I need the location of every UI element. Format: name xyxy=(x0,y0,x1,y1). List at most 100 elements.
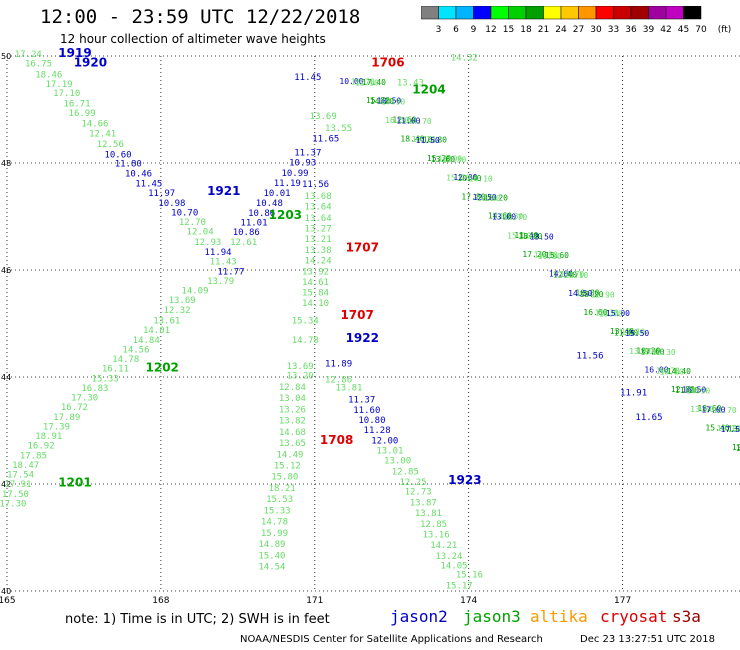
track-time-label: 1920 xyxy=(74,56,107,70)
wave-height-label: 12.00 xyxy=(371,436,398,446)
scale-label: 30 xyxy=(590,25,602,35)
wave-height-label: 11.65 xyxy=(312,135,339,145)
legend-jason3: jason3 xyxy=(463,607,521,626)
wave-height-label: 11.80 xyxy=(115,160,142,170)
wave-height-label: 13.69 xyxy=(287,362,314,372)
wave-height-label: 17.85 xyxy=(20,451,47,461)
wave-height-label: 13.81 xyxy=(415,509,442,519)
wave-height-label: 11.45 xyxy=(135,180,162,190)
wave-height-label: 13.92 xyxy=(302,267,329,277)
scale-label: 18 xyxy=(520,25,532,35)
wave-height-label: 14.05 xyxy=(440,562,467,572)
page-subtitle: 12 hour collection of altimeter wave hei… xyxy=(60,32,326,46)
wave-height-label: 10.86 xyxy=(248,209,275,219)
lat-tick-label: 48 xyxy=(1,159,11,168)
wave-height-label: 14.24 xyxy=(305,257,332,267)
wave-height-label: 15.33 xyxy=(264,506,291,516)
wave-height-label: 12.41 xyxy=(89,129,116,139)
wave-height-label: 15.33 xyxy=(92,374,119,384)
swath-wave-label: 15.80 xyxy=(366,96,390,105)
lat-tick-label: 44 xyxy=(1,373,11,382)
altimeter-map: 165 168 171 174 17750484644424010.0013.7017.… xyxy=(0,46,740,605)
wave-height-label: 12.84 xyxy=(279,383,306,393)
swath-wave-label: 17.80 xyxy=(461,192,485,201)
swath-wave-label: 10.60 xyxy=(736,444,740,453)
wave-height-label: 13.01 xyxy=(376,447,403,457)
legend-s3a: s3a xyxy=(672,607,701,626)
swath-wave-label: 12.30 xyxy=(652,348,676,357)
wave-height-label: 14.49 xyxy=(276,450,303,460)
swath-wave-label: 12.10 xyxy=(355,78,379,87)
swath-wave-label: 13.60 xyxy=(431,155,455,164)
scale-label: 45 xyxy=(678,25,689,35)
swath-wave-label: 12.60 xyxy=(392,115,416,124)
track-time-label: 1707 xyxy=(346,240,379,254)
track-time-label: 1203 xyxy=(269,208,302,222)
wave-height-label: 11.65 xyxy=(635,413,662,423)
wave-height-label: 15.16 xyxy=(456,571,483,581)
wave-height-label: 17.39 xyxy=(43,422,70,432)
swath-wave-label: 17.40 xyxy=(362,78,386,87)
wave-height-label: 12.73 xyxy=(405,488,432,498)
footer-timestamp: Dec 23 13:27:51 UTC 2018 xyxy=(580,634,715,645)
wave-height-label: 13.81 xyxy=(335,383,362,393)
wave-height-label: 14.09 xyxy=(181,287,208,297)
wave-height-label: 17.91 xyxy=(4,480,31,490)
wave-height-label: 13.38 xyxy=(305,246,332,256)
wave-height-label: 15.99 xyxy=(261,529,288,539)
wave-height-label: 14.21 xyxy=(430,541,457,551)
swath-wave-label: 12.80 xyxy=(671,385,695,394)
wave-height-label: 15.12 xyxy=(274,461,301,471)
wave-height-label: 13.27 xyxy=(305,224,332,234)
wave-height-label: 12.32 xyxy=(163,306,190,316)
wave-height-label: 13.16 xyxy=(423,531,450,541)
wave-height-label: 13.69 xyxy=(169,296,196,306)
scale-label: 6 xyxy=(453,25,459,35)
wave-height-label: 13.79 xyxy=(207,277,234,287)
swath-wave-label: 17.60 xyxy=(640,348,664,357)
wave-height-label: 16.92 xyxy=(28,442,55,452)
wave-height-label: 10.99 xyxy=(281,169,308,179)
swath-wave-label: 13.10 xyxy=(412,135,436,144)
wave-height-label: 13.04 xyxy=(279,394,306,404)
swath-wave-label: 13.30 xyxy=(690,405,714,414)
wave-height-label: 13.55 xyxy=(325,124,352,134)
swath-wave-label: 16.10 xyxy=(564,271,588,280)
wave-height-label: 12.61 xyxy=(230,238,257,248)
swath-wave-label: 15.00 xyxy=(606,309,630,318)
track-time-label: 1923 xyxy=(448,473,481,487)
lat-tick-label: 46 xyxy=(1,266,11,275)
swath-wave-label: 18.80 xyxy=(518,232,542,241)
swath-wave-label: 17.90 xyxy=(381,98,405,107)
lon-tick-label: 171 xyxy=(306,596,323,605)
swath-wave-label: 11.00 xyxy=(396,116,420,125)
wave-height-label: 10.48 xyxy=(256,199,283,209)
swath-wave-label: 11.20 xyxy=(675,386,699,395)
swath-wave-label: 15.50 xyxy=(625,329,649,338)
wave-height-label: 13.61 xyxy=(153,317,180,327)
swath-wave-label: 14.40 xyxy=(667,367,691,376)
wave-height-label: 10.93 xyxy=(289,159,316,169)
wave-height-label: 14.66 xyxy=(81,120,108,130)
swath-wave-label: 12.00 xyxy=(453,173,477,182)
swath-wave-label: 10.10 xyxy=(717,424,740,433)
swath-wave-label: 16.80 xyxy=(423,136,447,145)
swath-wave-label: 11.80 xyxy=(614,328,638,337)
wave-height-label: 15.34 xyxy=(292,317,319,327)
swath-wave-label: 17.20 xyxy=(522,250,546,259)
track-time-label: 1919 xyxy=(58,46,91,60)
swath-wave-label: 11.30 xyxy=(595,308,619,317)
wave-height-label: 13.64 xyxy=(305,214,332,224)
swath-wave-label: 11.90 xyxy=(534,251,558,260)
wave-height-label: 18.47 xyxy=(12,461,39,471)
scale-label: 12 xyxy=(485,25,496,35)
swath-wave-label: 18.10 xyxy=(660,367,684,376)
swath-wave-label: 14.10 xyxy=(469,175,493,184)
wave-height-label: 15.53 xyxy=(266,495,293,505)
wave-height-label: 13.21 xyxy=(305,235,332,245)
swath-wave-label: 10.80 xyxy=(575,289,599,298)
wave-height-label: 10.70 xyxy=(171,208,198,218)
scale-label: 39 xyxy=(643,25,655,35)
scale-label: (ft) xyxy=(718,25,732,35)
swath-wave-label: 10.20 xyxy=(636,346,660,355)
